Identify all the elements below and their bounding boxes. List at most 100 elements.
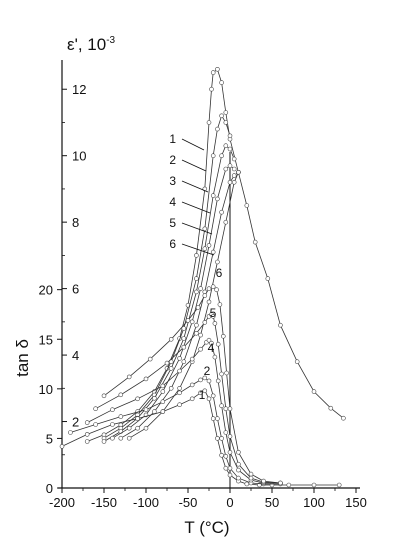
x-axis-title-text: T (°C) <box>184 518 229 537</box>
permittivity-curve-1-point <box>219 80 224 85</box>
permittivity-curve-2-point <box>215 126 220 132</box>
loss-curve-1-point <box>215 436 220 441</box>
loss-curve-2-point <box>223 453 229 459</box>
x-tick-label-3: -50 <box>179 495 198 510</box>
loss-curve-6-point <box>224 370 229 376</box>
loss-curve-2-point <box>227 465 233 471</box>
loss-curve-6-point <box>221 333 226 339</box>
permittivity-leader-3 <box>181 180 209 193</box>
permittivity-curve-2-point <box>202 226 208 232</box>
loss-curve-6-point <box>195 305 201 310</box>
y-right-tick-label-3: 8 <box>72 215 79 230</box>
loss-curve-4-point <box>177 368 182 374</box>
permittivity-curve-6-point <box>126 435 132 441</box>
y-left-tick-label-1: 5 <box>46 431 53 446</box>
permittivity-curve-5-point <box>219 209 224 215</box>
loss-curve-6-point <box>168 336 174 342</box>
permittivity-curve-5-point <box>168 385 174 391</box>
loss-curve-2-point <box>236 475 241 481</box>
permittivity-curve-3-point <box>231 156 237 162</box>
loss-curve-6-point <box>227 406 233 412</box>
permittivity-curve-2-point <box>219 113 224 119</box>
loss-curve-5-point <box>93 406 98 412</box>
loss-curve-4-point <box>160 383 166 389</box>
permittivity-curve-6-point <box>215 259 220 265</box>
permittivity-curve-3-point <box>181 336 187 341</box>
permittivity-curve-4-point <box>223 166 229 172</box>
permittivity-label-6: 6 <box>169 237 176 251</box>
loss-curve-1-point <box>84 432 90 437</box>
loss-curve-1-point <box>219 452 224 458</box>
loss-curve-4-point <box>110 407 115 413</box>
loss-curve-4-point <box>227 449 233 455</box>
permittivity-curve-3-point <box>101 439 107 444</box>
permittivity-curve-6-point <box>231 180 237 185</box>
permittivity-curve-1-line <box>87 68 344 442</box>
permittivity-curve-4-point <box>160 389 166 394</box>
permittivity-curve-6-point <box>198 332 203 338</box>
loss-curve-4-point <box>219 403 224 409</box>
loss-curve-6-point <box>217 302 223 307</box>
loss-curve-5-point <box>223 406 229 412</box>
curves-group <box>59 67 346 488</box>
permittivity-curve-5-point <box>231 173 237 178</box>
permittivity-label-2: 2 <box>169 153 176 167</box>
loss-curve-1-point <box>177 402 182 408</box>
loss-label-5: 5 <box>210 306 217 320</box>
y-right-axis-title: ε', 10-3 <box>67 35 116 54</box>
permittivity-curve-1-point <box>206 120 212 125</box>
permittivity-curve-2-point <box>227 133 233 139</box>
permittivity-curve-1-point <box>341 415 346 421</box>
loss-curve-5-point <box>219 371 224 377</box>
permittivity-curve-1-point <box>252 239 258 245</box>
loss-curve-6-point <box>202 293 208 298</box>
x-tick-label-2: -100 <box>133 495 159 510</box>
loss-curve-5-point <box>236 461 241 467</box>
curve-labels-group: 1 2 3 4 5 6 6 5 4 2 1 <box>169 132 222 402</box>
y-left-axis-title: tan δ <box>13 339 32 377</box>
y-right-tick-label-4: 10 <box>72 149 86 164</box>
permittivity-curve-4-point <box>189 319 195 325</box>
loss-curve-4-point <box>84 420 90 425</box>
loss-curve-6-point <box>214 287 219 293</box>
permittivity-curve-6-point <box>177 385 182 391</box>
loss-curve-4-point <box>206 337 212 343</box>
permittivity-curve-1-point <box>244 203 250 208</box>
loss-curve-6-point <box>206 286 212 292</box>
permittivity-curve-6-point <box>143 425 149 431</box>
permittivity-curve-4-point <box>206 243 212 248</box>
permittivity-curve-1-point <box>210 70 216 75</box>
y-right-axis-title-exponent: -3 <box>106 35 115 46</box>
y-right-tick-label-5: 12 <box>72 82 86 97</box>
permittivity-curve-2-point <box>194 276 199 281</box>
permittivity-curve-3-point <box>194 289 199 295</box>
permittivity-curve-3-point <box>202 246 208 251</box>
loss-curve-2-point <box>215 416 220 421</box>
loss-curve-5-point <box>181 344 187 350</box>
permittivity-label-4: 4 <box>169 195 176 209</box>
loss-curve-1-point <box>227 472 233 478</box>
loss-curve-1-point <box>244 481 250 487</box>
loss-curve-6-point <box>210 284 216 290</box>
y-left-tick-label-4: 20 <box>39 283 53 298</box>
permittivity-curve-5-point <box>181 359 187 365</box>
loss-curve-1-point <box>286 482 292 488</box>
permittivity-leader-2 <box>181 159 207 172</box>
permittivity-curve-1-point <box>328 405 334 411</box>
loss-curve-5-point <box>212 321 218 326</box>
x-tick-label-0: -200 <box>49 495 75 510</box>
x-tick-label-7: 150 <box>345 495 367 510</box>
y-right-axis-title-text: ε', 10 <box>67 35 106 54</box>
permittivity-curve-5-point <box>227 180 233 185</box>
permittivity-curve-3-point <box>168 366 174 371</box>
loss-curve-4-point <box>223 430 229 435</box>
loss-curve-5-point <box>210 314 216 319</box>
loss-curve-4-point <box>212 354 218 360</box>
permittivity-label-3: 3 <box>169 174 176 188</box>
permittivity-curve-2-line <box>103 114 231 439</box>
permittivity-curve-4-point <box>215 196 220 202</box>
loss-curve-5-point <box>194 330 199 336</box>
loss-curve-1-point <box>202 388 208 394</box>
